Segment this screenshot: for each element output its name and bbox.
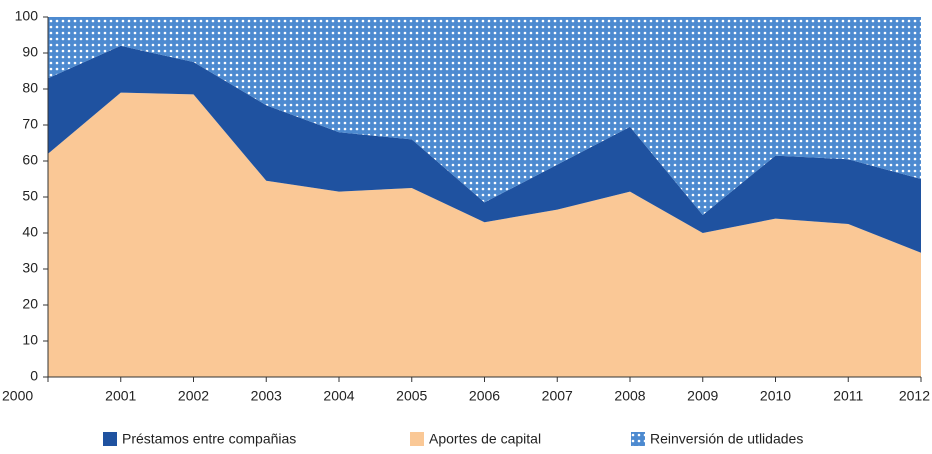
y-tick-label: 50: [22, 188, 38, 204]
x-tick-label: 2001: [105, 388, 136, 404]
y-tick-label: 0: [30, 368, 38, 384]
x-tick-label: 2003: [251, 388, 282, 404]
area: [48, 17, 921, 215]
x-tick-label: 2008: [614, 388, 645, 404]
legend-label: Reinversión de utlidades: [650, 431, 803, 447]
y-tick-label: 10: [22, 332, 38, 348]
y-tick-label: 80: [22, 80, 38, 96]
area: [48, 45, 921, 253]
y-tick-label: 90: [22, 44, 38, 60]
x-tick-label: 2006: [469, 388, 500, 404]
x-tick-label: 2004: [323, 388, 354, 404]
legend-swatch: [631, 432, 645, 446]
y-tick-label: 30: [22, 260, 38, 276]
legend-label: Préstamos entre compañias: [122, 431, 296, 447]
legend-label: Aportes de capital: [429, 431, 541, 447]
x-tick-label: 2000: [2, 388, 33, 404]
x-tick-label: 2012: [899, 388, 930, 404]
y-tick-label: 100: [15, 8, 39, 24]
x-tick-label: 2009: [687, 388, 718, 404]
legend-swatch: [410, 432, 424, 446]
x-tick-label: 2002: [178, 388, 209, 404]
x-tick-label: 2007: [542, 388, 573, 404]
y-tick-label: 60: [22, 152, 38, 168]
area: [48, 92, 921, 377]
x-tick-label: 2005: [396, 388, 427, 404]
x-tick-label: 2011: [833, 388, 863, 404]
x-tick-label: 2010: [760, 388, 791, 404]
legend-swatch: [103, 432, 117, 446]
y-tick-label: 70: [22, 116, 38, 132]
y-tick-label: 20: [22, 296, 38, 312]
y-tick-label: 40: [22, 224, 38, 240]
